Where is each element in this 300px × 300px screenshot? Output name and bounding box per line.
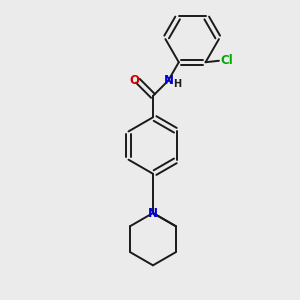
Text: N: N xyxy=(148,206,158,220)
Text: H: H xyxy=(174,79,182,89)
Text: Cl: Cl xyxy=(220,54,233,67)
Text: O: O xyxy=(129,74,139,87)
Text: N: N xyxy=(164,74,174,87)
